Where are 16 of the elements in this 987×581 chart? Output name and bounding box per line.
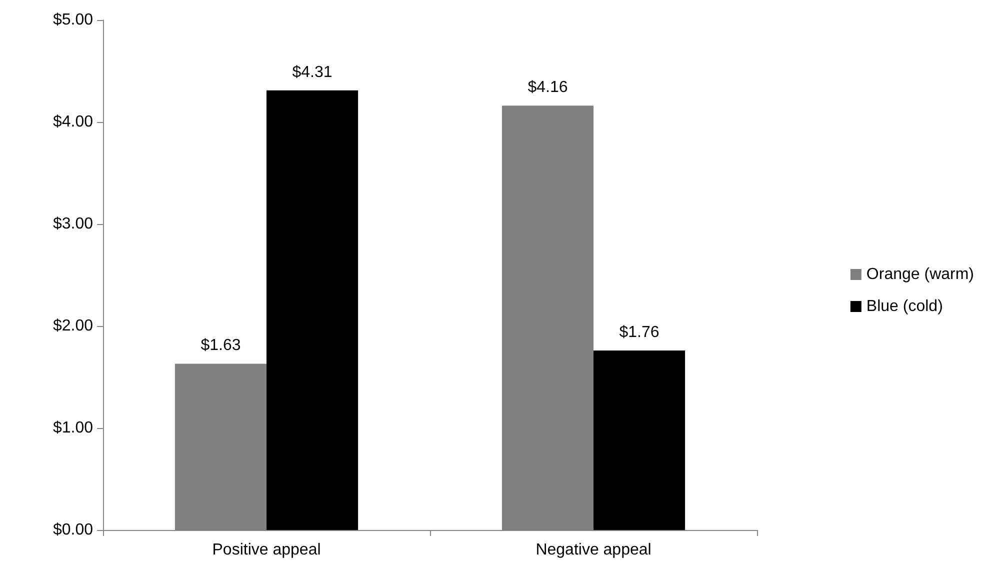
legend-label: Blue (cold) [866, 298, 943, 315]
data-label: $4.16 [528, 79, 568, 96]
y-tick-label: $1.00 [52, 420, 94, 436]
data-label: $4.31 [292, 64, 332, 81]
y-tick-label: $4.00 [52, 114, 94, 130]
y-tick-label: $2.00 [52, 318, 94, 334]
y-tick-label: $0.00 [52, 522, 94, 538]
data-label: $1.76 [619, 324, 660, 341]
y-tick-label: $3.00 [52, 216, 94, 232]
bar [594, 350, 686, 530]
bar [266, 90, 358, 530]
data-label: $1.63 [200, 337, 241, 354]
y-tick-label: $5.00 [52, 12, 94, 28]
x-tick-label: Negative appeal [536, 542, 652, 558]
x-tick-label: Positive appeal [212, 542, 321, 558]
legend-label: Orange (warm) [866, 266, 974, 283]
